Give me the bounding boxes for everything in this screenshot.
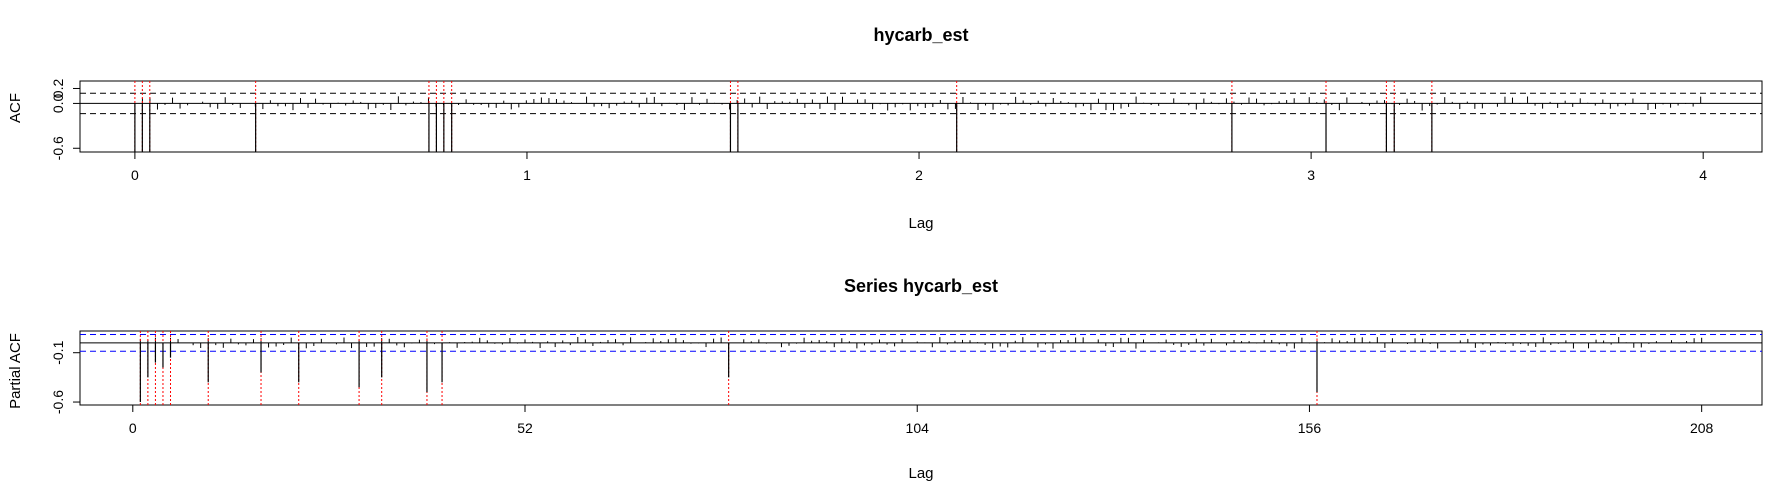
pacf-y-tick-label: -0.1 <box>50 340 66 364</box>
acf-chart-title: hycarb_est <box>873 25 968 45</box>
pacf-x-tick-label: 208 <box>1690 420 1714 436</box>
acf-plot-frame <box>79 80 1763 153</box>
acf-x-axis-label: Lag <box>908 215 933 232</box>
acf-y-tick-label: 0.0 <box>50 93 66 113</box>
pacf-x-tick-label: 156 <box>1298 420 1322 436</box>
pacf-chart-title: Series hycarb_est <box>844 276 998 296</box>
pacf-plot-frame <box>79 330 1763 406</box>
acf-y-tick-label: 0.2 <box>50 79 66 99</box>
acf-red-markers <box>134 81 1433 152</box>
acf-x-tick-label: 2 <box>915 167 923 183</box>
pacf-ticks: 0 52 104 156 208 -0.6 -0.1 <box>50 340 1714 436</box>
pacf-red-markers <box>139 331 1318 405</box>
acf-x-tick-label: 1 <box>523 167 531 183</box>
acf-bars <box>141 96 1702 111</box>
pacf-y-tick-label: -0.6 <box>50 390 66 414</box>
acf-x-tick-label: 0 <box>131 167 139 183</box>
acf-x-tick-label: 3 <box>1307 167 1315 183</box>
pacf-x-tick-label: 52 <box>517 420 533 436</box>
pacf-y-axis-label: Partial ACF <box>7 333 24 409</box>
acf-confidence-lines <box>80 92 1762 115</box>
acf-y-axis-label: ACF <box>7 93 24 123</box>
pacf-x-tick-label: 104 <box>906 420 930 436</box>
acf-panel: hycarb_est Lag ACF 0 1 2 3 4 -0.6 0.00.2 <box>7 25 1763 232</box>
pacf-x-tick-label: 0 <box>129 420 137 436</box>
acf-y-tick-label: -0.6 <box>50 136 66 160</box>
pacf-panel: Series hycarb_est Lag Partial ACF 0 52 104… <box>7 276 1763 482</box>
pacf-x-axis-label: Lag <box>908 465 933 482</box>
acf-x-tick-label: 4 <box>1699 167 1707 183</box>
acf-ticks: 0 1 2 3 4 -0.6 0.00.2 <box>50 79 1707 183</box>
pacf-confidence-lines <box>80 333 1762 352</box>
